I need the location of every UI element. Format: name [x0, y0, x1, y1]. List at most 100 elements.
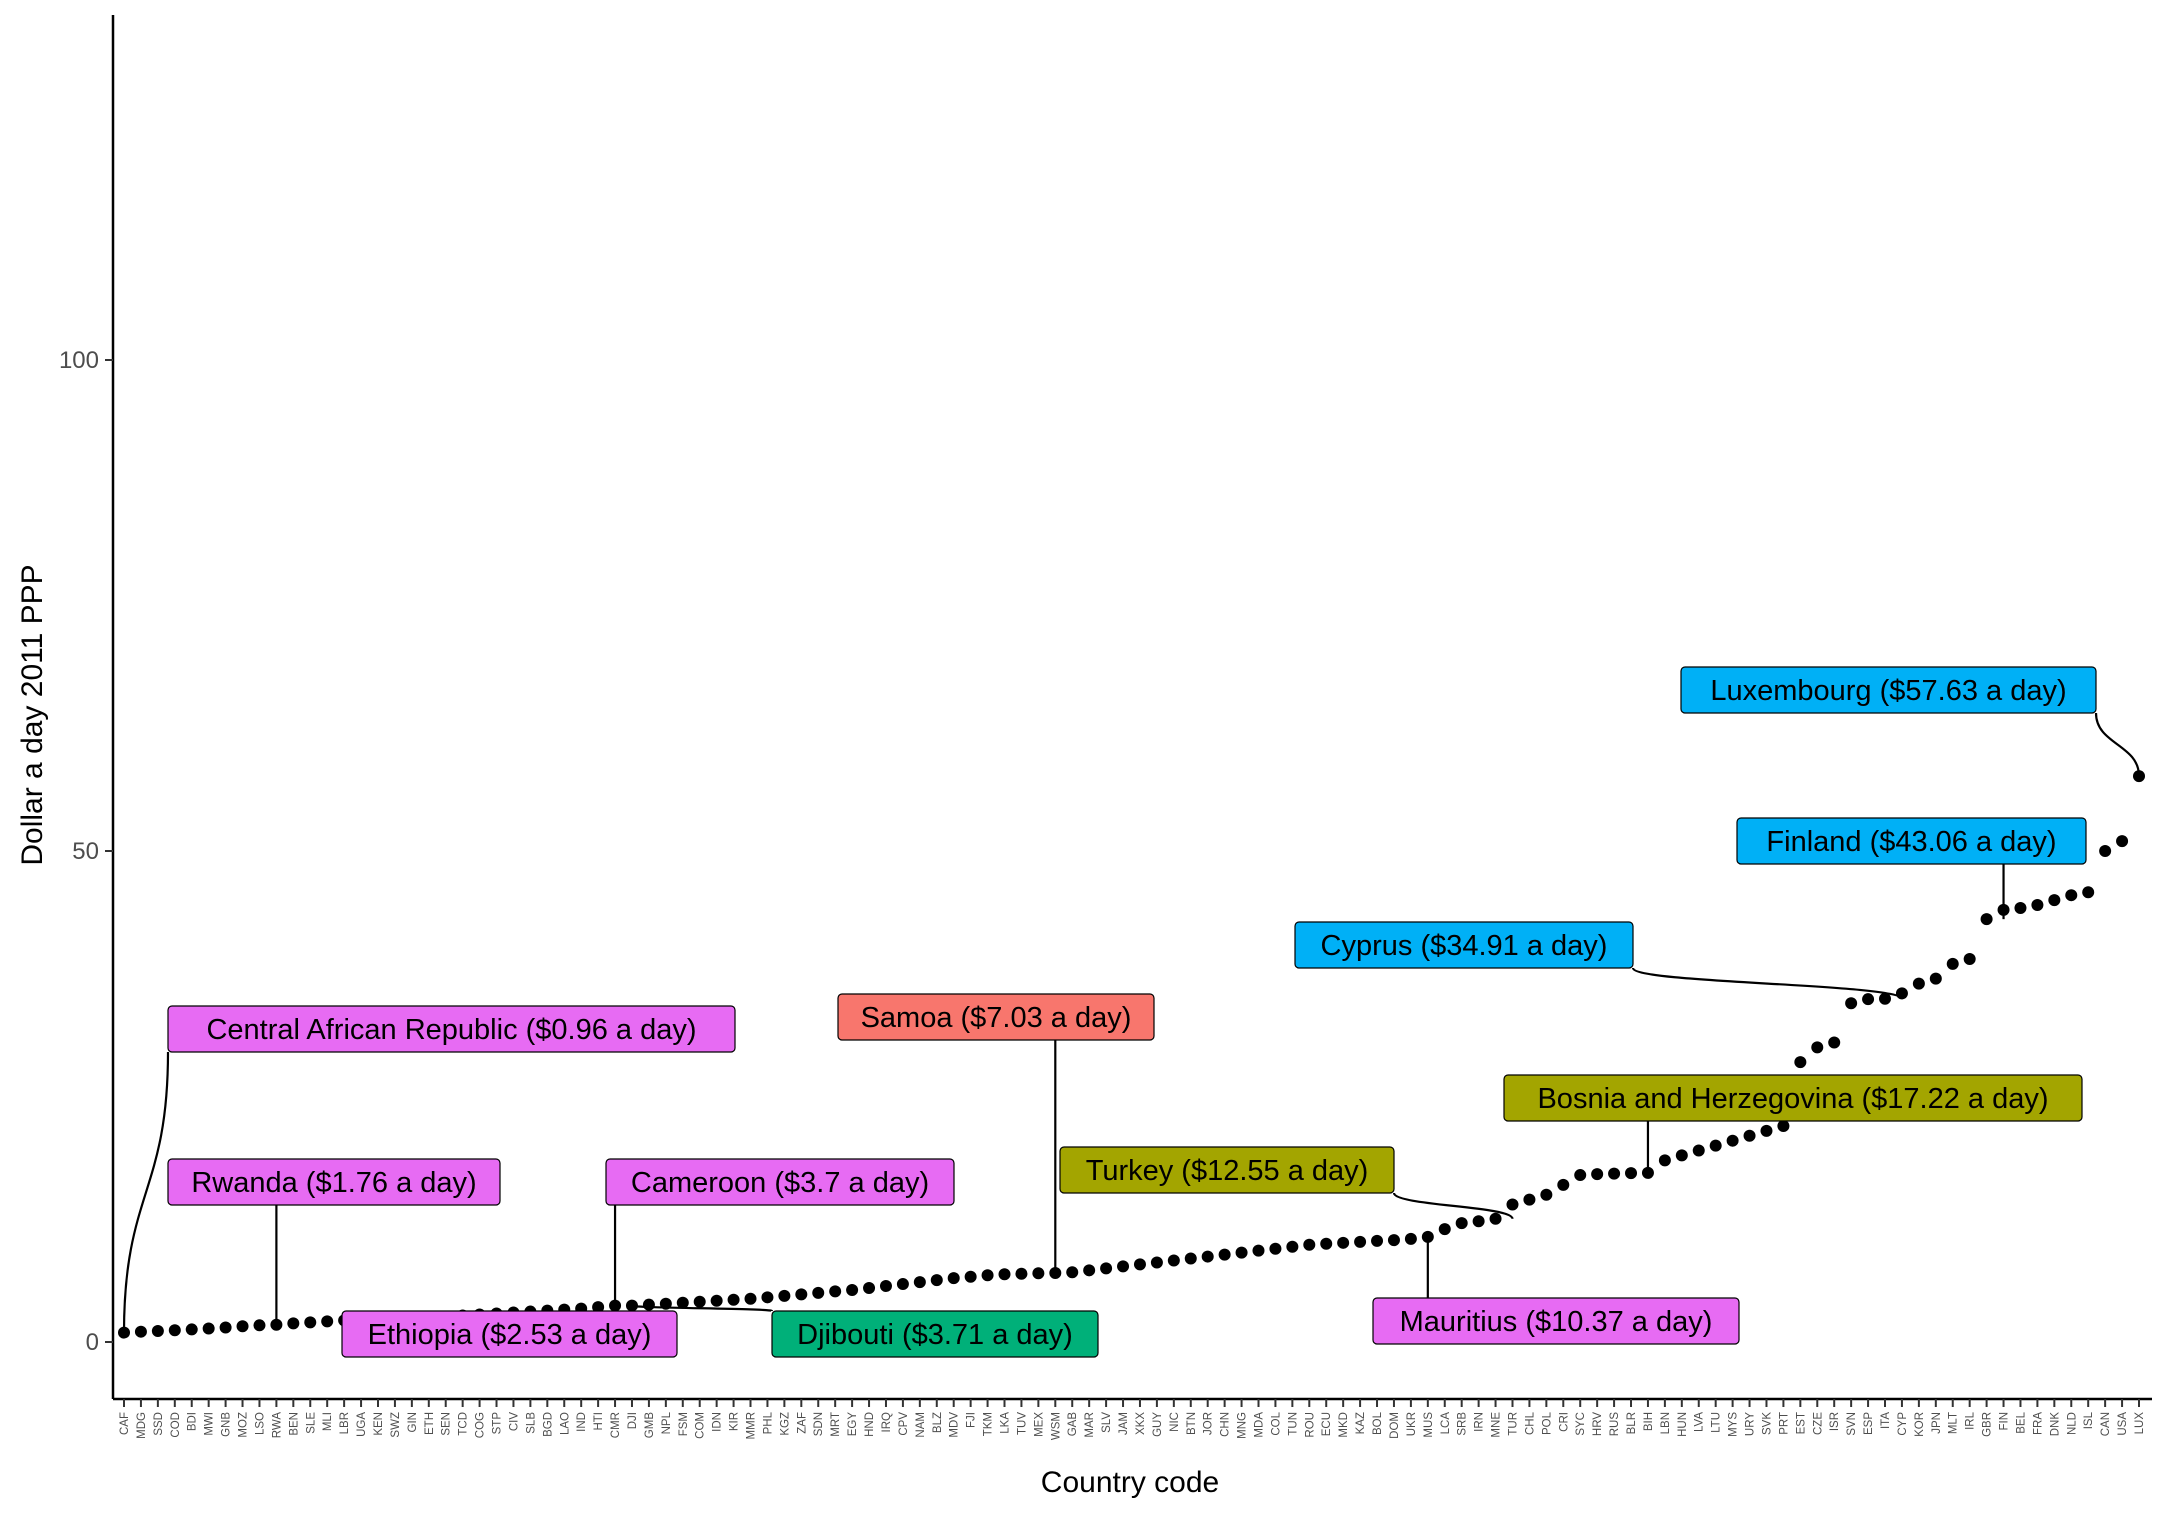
- x-tick-label: DJI: [627, 1412, 639, 1429]
- x-tick-label: NPL: [661, 1411, 673, 1434]
- y-tick-label: 0: [86, 1329, 99, 1356]
- x-tick-label: TKM: [983, 1412, 995, 1436]
- x-tick-label: IRL: [1965, 1411, 1977, 1430]
- annotation-box: [341, 1310, 678, 1358]
- annotation-box: [167, 1005, 736, 1053]
- data-point: [1675, 1149, 1688, 1162]
- data-point: [1709, 1139, 1722, 1152]
- data-point: [1015, 1267, 1028, 1280]
- x-tick-label: MDV: [949, 1412, 961, 1438]
- axes: [111, 15, 2152, 1401]
- annotation-label: Samoa ($7.03 a day): [861, 1002, 1132, 1034]
- x-tick-label: DNK: [2049, 1412, 2061, 1437]
- x-tick-label: ESP: [1863, 1412, 1875, 1435]
- x-tick-label: GBR: [1982, 1412, 1994, 1437]
- x-tick-label: NLD: [2066, 1412, 2078, 1435]
- x-tick-label: RWA: [271, 1412, 283, 1439]
- annotation-label: Bosnia and Herzegovina ($17.22 a day): [1537, 1083, 2048, 1115]
- x-tick-label: MMR: [746, 1412, 758, 1439]
- annotation-connectors: [122, 712, 2141, 1333]
- annotation-box: [1294, 921, 1634, 969]
- data-point: [1066, 1266, 1079, 1279]
- x-tick-label: LSO: [254, 1412, 266, 1435]
- annotation-connector: [2094, 712, 2141, 777]
- data-point: [1032, 1267, 1045, 1280]
- x-tick-label: GIN: [407, 1412, 419, 1432]
- data-point: [1421, 1230, 1434, 1243]
- data-point: [1133, 1258, 1146, 1271]
- x-tick-label: ISR: [1829, 1412, 1841, 1431]
- x-tick-label: BTN: [1186, 1412, 1198, 1435]
- x-tick-label: POL: [1541, 1411, 1553, 1435]
- annotation-label: Mauritius ($10.37 a day): [1400, 1306, 1713, 1338]
- x-tick-label: ETH: [424, 1412, 436, 1435]
- data-point: [1811, 1041, 1824, 1054]
- annotation-label: Luxembourg ($57.63 a day): [1710, 675, 2066, 707]
- annotation-box: [605, 1158, 955, 1206]
- x-tick-label: URY: [1745, 1412, 1757, 1436]
- x-tick-label: JAM: [1118, 1412, 1130, 1435]
- data-point: [1455, 1217, 1468, 1230]
- data-point: [1167, 1254, 1180, 1267]
- x-tick-label: XKX: [1135, 1412, 1147, 1435]
- data-point: [625, 1299, 638, 1312]
- x-tick-label: SWZ: [390, 1412, 402, 1438]
- data-point: [642, 1298, 655, 1311]
- data-point: [1506, 1198, 1519, 1211]
- data-point: [778, 1289, 791, 1302]
- data-point: [1387, 1234, 1400, 1247]
- data-point: [1320, 1237, 1333, 1250]
- x-tick-label: ECU: [1321, 1412, 1333, 1436]
- data-point: [1286, 1240, 1299, 1253]
- x-tick-label: STP: [492, 1412, 504, 1435]
- data-point: [1438, 1223, 1451, 1236]
- data-point: [304, 1316, 317, 1329]
- x-tick-label: KAZ: [1355, 1412, 1367, 1434]
- x-tick-label: BGD: [542, 1412, 554, 1437]
- data-point: [1946, 957, 1959, 970]
- x-tick-label: SEN: [441, 1412, 453, 1436]
- x-tick-label: MDA: [1253, 1412, 1265, 1438]
- data-point: [1557, 1178, 1570, 1191]
- annotation-label: Cameroon ($3.7 a day): [631, 1167, 929, 1199]
- x-tick-label: UGA: [356, 1412, 368, 1437]
- x-tick-label: HUN: [1677, 1412, 1689, 1437]
- x-tick-label: KEN: [373, 1412, 385, 1436]
- x-tick-label: MDG: [136, 1412, 148, 1439]
- data-point: [168, 1324, 181, 1337]
- x-tick-label: LBR: [339, 1412, 351, 1434]
- x-tick-label: SVN: [1846, 1412, 1858, 1436]
- data-point: [2133, 770, 2145, 783]
- x-tick-label: SLE: [305, 1412, 317, 1434]
- y-tick-label: 50: [72, 838, 99, 865]
- annotation-label: Rwanda ($1.76 a day): [191, 1167, 476, 1199]
- annotation-connector: [1631, 966, 1904, 1001]
- data-point: [1489, 1212, 1502, 1225]
- data-point: [134, 1325, 147, 1338]
- data-point: [2065, 889, 2078, 902]
- data-point: [236, 1320, 249, 1333]
- x-tick-label: MUS: [1423, 1412, 1435, 1438]
- x-tick-label: HTI: [593, 1412, 605, 1431]
- annotation-label: Ethiopia ($2.53 a day): [368, 1319, 652, 1351]
- x-tick-label: TUR: [1507, 1412, 1519, 1436]
- x-tick-label: SLV: [1101, 1412, 1113, 1433]
- y-ticks: 0 50 100: [59, 347, 113, 1356]
- data-point: [1658, 1154, 1671, 1167]
- data-point: [1404, 1232, 1417, 1245]
- x-tick-label: RUS: [1609, 1412, 1621, 1437]
- data-point: [1726, 1134, 1739, 1147]
- x-axis-label: Country code: [1041, 1466, 1219, 1499]
- x-tick-label: FJI: [966, 1412, 978, 1428]
- data-point: [1743, 1129, 1756, 1142]
- annotation-box: [1736, 817, 2087, 865]
- data-point: [2116, 835, 2129, 848]
- data-point: [1591, 1168, 1604, 1181]
- x-tick-label: LVA: [1694, 1412, 1706, 1432]
- data-point: [1083, 1264, 1096, 1277]
- y-tick-label: 100: [59, 347, 99, 374]
- x-tick-label: LUX: [2134, 1412, 2146, 1435]
- x-tick-label: JOR: [1203, 1412, 1215, 1435]
- data-point: [981, 1269, 994, 1282]
